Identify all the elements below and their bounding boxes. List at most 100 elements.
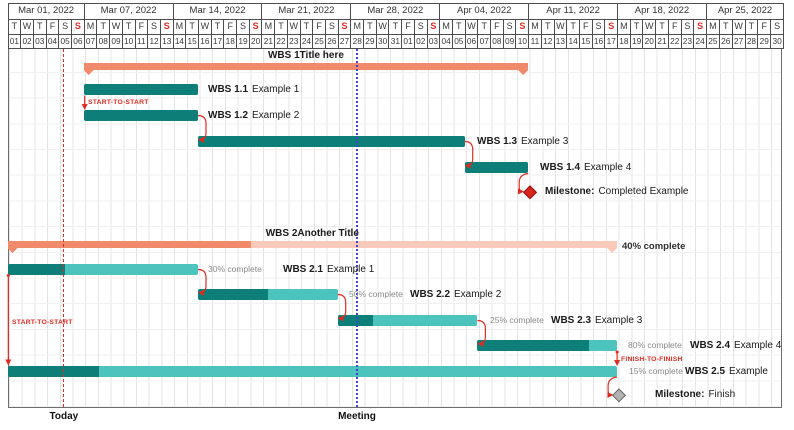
day-letter-cell: T	[720, 19, 733, 34]
day-letter-cell: T	[631, 19, 644, 34]
progress-fill-wbs24	[477, 340, 590, 351]
day-number-cell: 20	[251, 35, 261, 46]
day-letter-cell: T	[212, 19, 225, 34]
day-letter-cell: M	[618, 19, 631, 34]
day-number-cell: 14	[174, 34, 187, 48]
progress-fill-wbs11	[83, 84, 198, 95]
day-letter-cell: F	[402, 19, 415, 34]
task-bar-wbs12	[83, 110, 198, 121]
day-letter-cell: F	[47, 19, 60, 34]
week-start-label: Apr 25, 2022	[706, 4, 784, 20]
task-bar-wbs22	[198, 289, 338, 300]
day-number-cell: 04	[440, 34, 453, 48]
day-number-row: 01 02 03 04 05 06	[9, 34, 84, 48]
task-label-text: Example 3	[521, 136, 569, 147]
task-label-text: Example 3	[595, 315, 643, 326]
day-letter-cell: M	[174, 19, 187, 34]
task-label-wbs13: WBS 1.3 Example 3	[477, 135, 568, 148]
task-label-text: Example 1	[327, 264, 375, 275]
milestone-label-text: Finish	[708, 389, 736, 400]
progress-fill-wbs25	[7, 366, 99, 377]
day-letter-cell: M	[707, 19, 720, 34]
day-number-cell: 23	[288, 34, 301, 48]
milestone-label-bold: Milestone:	[545, 185, 595, 197]
day-number-cell: 10	[123, 34, 136, 48]
task-label-wbs12: WBS 1.2 Example 2	[208, 109, 299, 122]
day-letter-cell-sunday: S	[608, 20, 615, 31]
day-number-cell: 29	[364, 34, 377, 48]
day-number-cell: 01	[9, 34, 22, 48]
calendar-week: Mar 01, 2022 T W T F S S 01 02 03 04 05 06	[8, 4, 85, 48]
task-bar-wbs24	[477, 340, 618, 351]
day-number-cell: 12	[148, 34, 161, 48]
day-number-cell: 16	[593, 34, 606, 48]
group-title-bold: WBS 1	[267, 50, 300, 61]
day-number-row: 25 26 27 28 29 30	[707, 34, 783, 48]
day-letter-cell: T	[275, 19, 288, 34]
task-label-wbs21: WBS 2.1 Example 1	[283, 263, 374, 276]
day-number-row: 28 29 30 31 01 02 03	[351, 34, 439, 48]
day-letter-cell: W	[110, 19, 123, 34]
day-number-cell: 22	[669, 34, 682, 48]
day-letter-cell-sunday: S	[430, 20, 437, 31]
day-letter-cell: W	[555, 19, 568, 34]
week-start-label: Mar 01, 2022	[8, 4, 84, 20]
group-title-text: Another Title	[297, 228, 359, 239]
progress-label-wbs24: 80% complete	[628, 340, 682, 350]
day-number-cell: 24	[301, 34, 314, 48]
day-number-cell: 25	[707, 34, 720, 48]
day-letter-cell-sunday: S	[252, 20, 259, 31]
day-letter-cell: T	[746, 19, 759, 34]
day-number-row: 11 12 13 14 15 16 17	[529, 34, 617, 48]
day-number-cell: 23	[682, 34, 695, 48]
day-letter-cell: W	[199, 19, 212, 34]
day-number-cell: 13	[555, 34, 568, 48]
calendar-week: Mar 28, 2022 M T W T F S S 28 29 30 31 01 02 03	[351, 4, 441, 48]
day-number-cell: 14	[567, 34, 580, 48]
day-number-cell: 07	[478, 34, 492, 48]
day-number-cell: 15	[580, 34, 593, 48]
milestone-label-m2: Milestone: Finish	[655, 388, 735, 401]
day-number-cell: 09	[110, 34, 123, 48]
task-label-bold: WBS 1.1	[208, 84, 249, 95]
day-number-cell: 08	[97, 34, 111, 48]
day-letter-cell: W	[466, 19, 479, 34]
day-letter-cell: M	[440, 19, 453, 34]
day-letter-cell: T	[567, 19, 580, 34]
task-label-text: Example 2	[252, 110, 300, 121]
day-letter-cell: T	[542, 19, 555, 34]
day-number-cell: 28	[351, 34, 365, 48]
task-label-text: Example 4	[584, 162, 632, 173]
day-number-cell: 09	[504, 34, 517, 48]
day-number-cell: 25	[313, 34, 326, 48]
day-letter-cell: W	[377, 19, 390, 34]
day-letter-cell: S	[59, 19, 73, 34]
day-number-cell: 07	[85, 34, 98, 48]
day-number-cell: 16	[199, 34, 212, 48]
day-letter-cell: T	[478, 19, 492, 34]
day-number-cell: 22	[275, 34, 288, 48]
day-letter-cell: W	[21, 19, 34, 34]
day-letter-cell: W	[643, 19, 657, 34]
day-letter-cell: M	[351, 19, 365, 34]
day-number-cell: 10	[517, 35, 527, 46]
day-letter-cell: F	[224, 19, 238, 34]
day-number-cell: 01	[402, 34, 415, 48]
task-label-bold: WBS 1.3	[477, 136, 518, 147]
week-start-label: Apr 18, 2022	[618, 4, 706, 20]
day-letter-cell: T	[186, 19, 199, 34]
week-start-label: Mar 14, 2022	[173, 4, 262, 20]
day-number-cell: 08	[491, 34, 504, 48]
group-title-group1: WBS 1Title here	[268, 50, 344, 62]
day-letter-cell: S	[593, 19, 606, 34]
day-number-cell: 02	[415, 34, 428, 48]
day-number-cell: 21	[656, 34, 669, 48]
link-label-f2f: FINISH-TO-FINISH	[621, 355, 683, 363]
vrule-label-meeting: Meeting	[338, 411, 376, 422]
day-letter-cell: S	[415, 19, 428, 34]
vrule-label-today: Today	[49, 411, 79, 422]
progress-fill-wbs21	[7, 264, 65, 275]
